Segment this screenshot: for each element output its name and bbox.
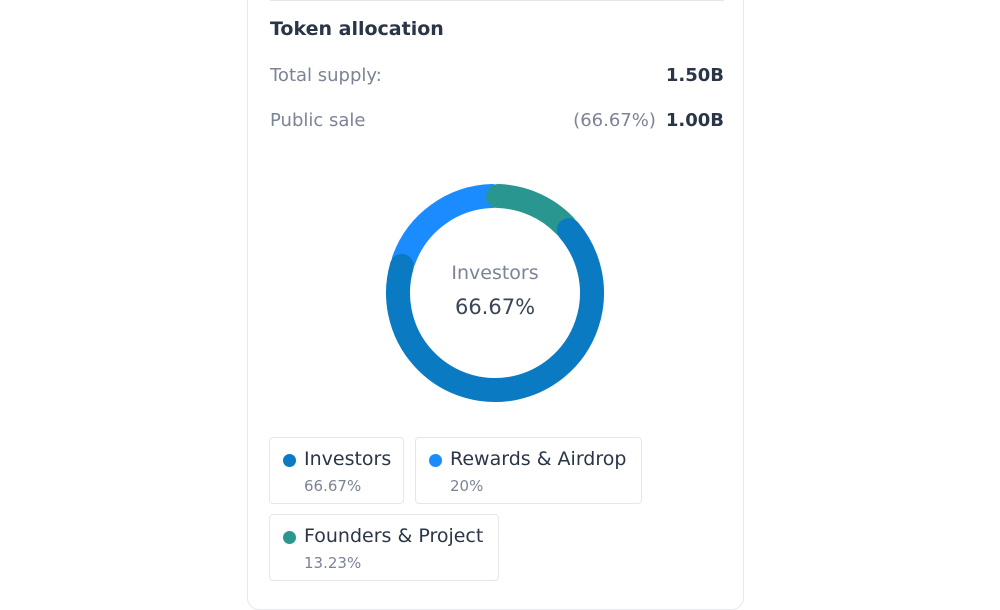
legend-item-rewards-airdrop[interactable]: Rewards & Airdrop 20% [415,437,642,504]
legend-pct-investors: 66.67% [304,477,362,495]
public-sale-label: Public sale [270,109,366,131]
section-title: Token allocation [270,18,444,40]
legend-pct-rewards-airdrop: 20% [450,477,484,495]
public-sale-pct: (66.67%) [573,109,656,131]
donut-segment-investors[interactable] [386,218,604,402]
legend-item-founders-project[interactable]: Founders & Project 13.23% [269,514,499,581]
total-supply-value: 1.50B [665,64,724,86]
top-divider [270,0,724,1]
token-allocation-card [247,0,744,610]
donut-center-label: Investors [451,262,539,284]
legend-dot-investors [283,454,296,467]
total-supply-right: 1.50B [666,65,724,86]
public-sale-value: 1.00B [665,109,724,131]
public-sale-row: Public sale (66.67%) 1.00B [270,107,724,133]
legend-name-founders-project: Founders & Project [304,525,484,547]
total-supply-row: Total supply: 1.50B [270,62,724,88]
donut-segment-rewards-airdrop[interactable] [391,184,505,273]
legend-name-investors: Investors [304,448,392,470]
legend-dot-founders-project [283,531,296,544]
donut-center-value: 66.67% [454,295,536,319]
public-sale-right: (66.67%) 1.00B [573,110,724,131]
legend-pct-founders-project: 13.23% [304,554,362,572]
legend-name-rewards-airdrop: Rewards & Airdrop [450,448,627,470]
legend-dot-rewards-airdrop [429,454,442,467]
allocation-donut-chart [378,176,612,410]
total-supply-label: Total supply: [270,64,382,86]
legend-item-investors[interactable]: Investors 66.67% [269,437,404,504]
donut-segment-founders-project[interactable] [486,184,577,238]
donut-svg [386,184,604,402]
